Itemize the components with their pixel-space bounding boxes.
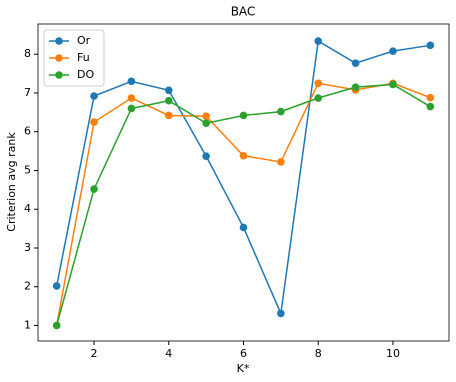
data-point [314, 79, 323, 88]
data-point [164, 86, 173, 95]
data-point [202, 112, 210, 121]
x-tick-label: 4 [165, 347, 172, 360]
y-tick-label: 1 [24, 318, 31, 331]
x-tick-label: 10 [386, 347, 400, 360]
data-point [426, 93, 435, 102]
data-point [277, 309, 285, 318]
data-point [426, 102, 435, 111]
data-point [389, 47, 397, 55]
y-tick-label: 6 [24, 125, 31, 138]
data-point [90, 185, 98, 193]
legend-label: DO [77, 68, 94, 81]
data-point [90, 118, 98, 126]
data-point [351, 83, 360, 91]
y-tick-label: 4 [24, 202, 31, 215]
legend-marker [55, 37, 63, 45]
legend-marker [55, 71, 63, 79]
series-line [55, 83, 431, 326]
x-axis-label: K* [237, 362, 250, 375]
data-point [52, 282, 61, 290]
y-tick-label: 5 [24, 163, 31, 176]
series-line [55, 82, 431, 326]
y-tick-label: 2 [24, 280, 31, 293]
data-point [351, 59, 360, 67]
data-point [314, 94, 323, 102]
y-axis-label: Criterion avg rank [5, 132, 18, 232]
legend-label: Or [77, 34, 91, 47]
data-point [127, 104, 136, 113]
data-point [127, 77, 136, 86]
data-point [277, 107, 285, 116]
chart-title: BAC [231, 5, 256, 19]
data-point [239, 151, 248, 160]
data-point [389, 80, 397, 89]
data-point [314, 37, 323, 45]
x-tick-label: 2 [91, 347, 98, 360]
data-point [239, 223, 248, 232]
data-point [277, 158, 285, 166]
x-tick-label: 8 [315, 347, 322, 360]
data-point [426, 41, 435, 50]
legend-label: Fu [77, 51, 90, 64]
data-point [127, 94, 136, 102]
y-tick-label: 8 [24, 47, 31, 60]
y-tick-label: 3 [24, 241, 31, 254]
data-point [164, 96, 173, 105]
data-point [52, 321, 61, 330]
data-point [239, 111, 248, 120]
series-line [55, 39, 431, 317]
data-point [202, 119, 210, 128]
legend-marker [55, 54, 63, 62]
data-point [90, 92, 98, 100]
y-tick-label: 7 [24, 86, 31, 99]
x-tick-label: 6 [240, 347, 247, 360]
data-point [202, 152, 210, 160]
data-point [164, 111, 173, 120]
